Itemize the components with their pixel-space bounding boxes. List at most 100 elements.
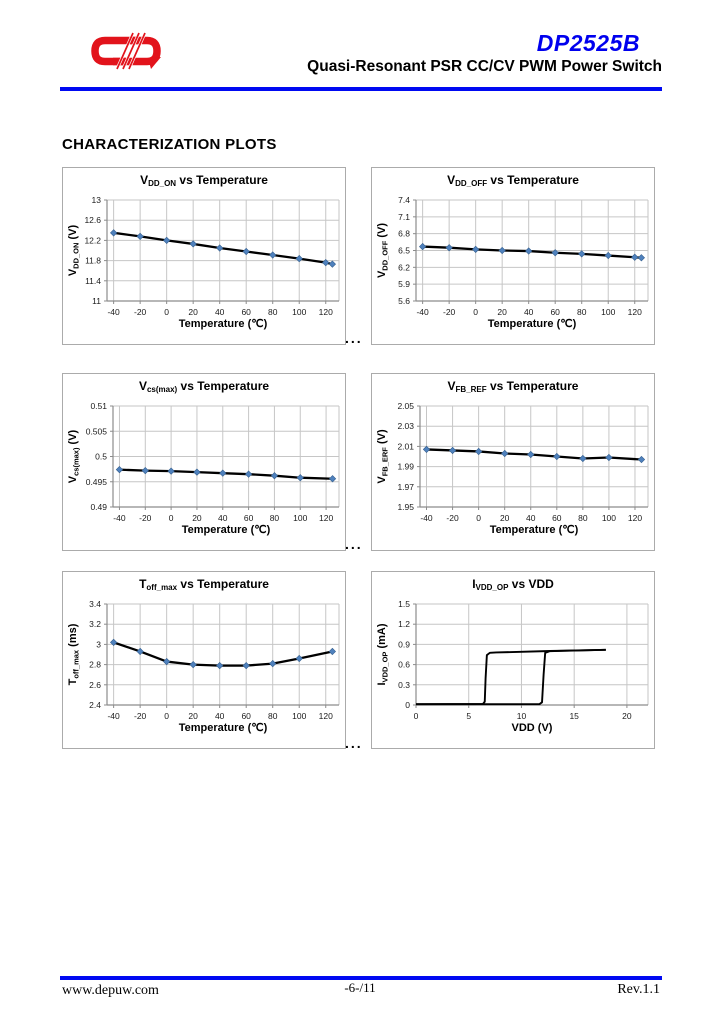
data-marker (295, 654, 303, 663)
data-marker (553, 452, 561, 461)
x-tick-label: -20 (134, 307, 147, 317)
data-marker (110, 229, 118, 237)
data-marker (448, 446, 457, 455)
x-tick-label: 120 (319, 711, 333, 721)
data-line (113, 231, 333, 266)
x-tick-label: -20 (443, 307, 456, 317)
y-tick-label: 0.495 (86, 477, 108, 487)
product-title: DP2525B (536, 30, 640, 56)
x-tick-label: 20 (500, 513, 510, 523)
data-marker (141, 467, 149, 475)
x-tick-label: 15 (569, 711, 579, 721)
y-tick-label: 1.95 (397, 502, 414, 512)
y-axis-title: VDD_OFF (V) (376, 223, 390, 278)
x-tick-label: 120 (628, 307, 642, 317)
data-marker (422, 445, 431, 454)
x-axis-title: Temperature (℃) (179, 318, 268, 330)
y-axis-title: VFB_ERF (V) (376, 429, 390, 484)
company-logo (91, 32, 161, 70)
chart-vcs-max-vs-temperature: Vcs(max) vs Temperature 0.49 0.495 0.5 0.505… (62, 373, 346, 551)
data-marker (637, 254, 645, 262)
x-tick-label: -20 (134, 711, 147, 721)
x-axis-title: Temperature (℃) (182, 524, 271, 536)
x-tick-label: 80 (268, 711, 278, 721)
x-tick-label: 20 (188, 307, 198, 317)
x-tick-label: 60 (244, 513, 254, 523)
logo-tail (148, 57, 161, 69)
x-tick-label: 100 (292, 711, 306, 721)
data-line-vdd-falling-branch (415, 648, 606, 706)
x-tick-label: 40 (215, 711, 225, 721)
data-marker (136, 232, 144, 240)
y-tick-label: 5.9 (398, 279, 410, 289)
data-marker (472, 245, 480, 254)
x-tick-label: 80 (577, 307, 587, 317)
y-axis-title: VDD_ON (V) (67, 225, 81, 277)
x-tick-label: 80 (270, 513, 280, 523)
x-tick-label: 40 (215, 307, 225, 317)
data-marker (328, 475, 337, 483)
y-tick-label: 3 (96, 639, 101, 649)
y-tick-label: 0.6 (398, 660, 410, 670)
section-title: CHARACTERIZATION PLOTS (62, 136, 277, 153)
chart-vfb-ref-vs-temperature: VFB_REF vs Temperature 1.95 1.97 1.99 2.01 2.… (371, 373, 655, 551)
y-tick-label: 1.2 (398, 619, 410, 629)
data-marker (219, 469, 227, 477)
data-marker (269, 251, 277, 259)
x-tick-label: 40 (526, 513, 536, 523)
x-tick-label: 40 (524, 307, 534, 317)
y-tick-label: 2.6 (89, 680, 101, 690)
y-tick-label: 12.2 (84, 235, 101, 245)
y-tick-label: 11 (92, 296, 101, 306)
data-marker (322, 258, 330, 267)
data-marker (136, 647, 144, 656)
x-tick-label: 120 (319, 513, 333, 523)
data-line (422, 245, 642, 259)
x-tick-label: 60 (552, 513, 562, 523)
data-marker (163, 236, 171, 245)
data-marker (269, 659, 277, 668)
y-tick-label: 0.9 (398, 639, 410, 649)
y-tick-label: 0.49 (90, 502, 107, 512)
data-marker (295, 254, 303, 263)
chart-toff-max-vs-temperature: Toff_max vs Temperature 2.4 2.6 2.8 3 3.2 3.4 -… (62, 571, 346, 749)
data-marker (501, 449, 509, 458)
data-marker (637, 455, 646, 464)
product-subtitle: Quasi-Resonant PSR CC/CV PWM Power Switc… (307, 58, 662, 75)
x-tick-label: 80 (268, 307, 278, 317)
y-tick-label: 7.1 (398, 212, 410, 222)
x-tick-label: 20 (192, 513, 202, 523)
chart-title: IVDD_OP vs VDD (472, 577, 554, 592)
x-tick-label: 5 (466, 711, 471, 721)
y-tick-label: 0.3 (398, 680, 410, 690)
x-tick-label: 20 (497, 307, 507, 317)
x-axis-title: Temperature (℃) (488, 318, 577, 330)
y-tick-label: 7.4 (398, 195, 410, 205)
data-line-vdd-rising-branch (416, 648, 606, 706)
chart-title: Vcs(max) vs Temperature (138, 379, 270, 394)
y-tick-label: 5.6 (398, 296, 410, 306)
y-tick-label: 0.51 (90, 401, 107, 411)
y-tick-label: 6.2 (398, 262, 410, 272)
plot-area: 11 11.4 11.8 12.2 12.6 13 -40 -20 0 20 40 60 80 100 12… (67, 195, 340, 330)
y-tick-label: 2.4 (89, 700, 101, 710)
data-marker (216, 661, 224, 670)
plot-area: 1.95 1.97 1.99 2.01 2.03 2.05 -40 -20 0 20 40 60 80 1… (376, 401, 649, 536)
y-tick-label: 2.8 (89, 660, 101, 670)
y-tick-label: 0 (405, 700, 410, 710)
x-axis-title: VDD (V) (512, 722, 553, 734)
x-tick-label: -40 (113, 513, 126, 523)
chart-vdd-on-vs-temperature: VDD_ON vs Temperature 11 11.4 11.8 12.2 12.6 1… (62, 167, 346, 345)
data-marker (296, 474, 304, 482)
continuation-ellipsis: ... (345, 536, 363, 552)
footer-revision: Rev.1.1 (617, 982, 660, 997)
data-marker (579, 454, 587, 463)
x-tick-label: 60 (550, 307, 560, 317)
y-tick-label: 11.4 (85, 276, 101, 286)
chart-title: VDD_OFF vs Temperature (447, 173, 579, 188)
logo-stripes (116, 32, 146, 70)
data-marker (189, 240, 197, 248)
data-marker (328, 647, 336, 656)
y-axis-title: IVDD_OP (mA) (376, 623, 390, 685)
y-tick-label: 1.99 (397, 462, 414, 472)
